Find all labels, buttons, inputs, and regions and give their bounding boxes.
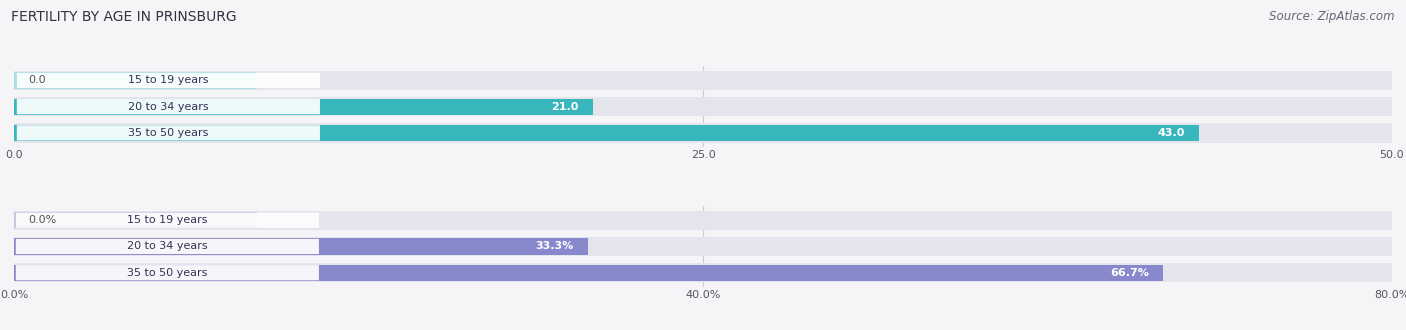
Text: 15 to 19 years: 15 to 19 years (128, 76, 208, 85)
Text: 20 to 34 years: 20 to 34 years (127, 242, 208, 251)
Text: 15 to 19 years: 15 to 19 years (127, 215, 208, 225)
FancyBboxPatch shape (15, 265, 319, 280)
Bar (14, 72, 256, 88)
Bar (14, 71, 1392, 90)
Bar (14, 99, 593, 115)
Bar (14, 238, 588, 254)
Bar (14, 265, 1163, 281)
Text: Source: ZipAtlas.com: Source: ZipAtlas.com (1270, 10, 1395, 23)
Text: 66.7%: 66.7% (1111, 268, 1149, 278)
Bar (14, 212, 256, 228)
Bar (14, 263, 1392, 282)
FancyBboxPatch shape (15, 213, 319, 228)
Bar (14, 237, 1392, 256)
Text: 21.0: 21.0 (551, 102, 579, 112)
Bar (14, 211, 1392, 230)
Text: 20 to 34 years: 20 to 34 years (128, 102, 208, 112)
Text: 43.0: 43.0 (1159, 128, 1185, 138)
FancyBboxPatch shape (17, 73, 321, 88)
Text: 35 to 50 years: 35 to 50 years (127, 268, 208, 278)
Bar (14, 125, 1199, 141)
Text: 33.3%: 33.3% (536, 242, 574, 251)
FancyBboxPatch shape (15, 239, 319, 254)
FancyBboxPatch shape (17, 125, 321, 141)
Text: 35 to 50 years: 35 to 50 years (128, 128, 208, 138)
Text: FERTILITY BY AGE IN PRINSBURG: FERTILITY BY AGE IN PRINSBURG (11, 10, 236, 24)
Text: 0.0: 0.0 (28, 76, 45, 85)
FancyBboxPatch shape (17, 99, 321, 114)
Bar (14, 97, 1392, 116)
Text: 0.0%: 0.0% (28, 215, 56, 225)
Bar (14, 123, 1392, 143)
